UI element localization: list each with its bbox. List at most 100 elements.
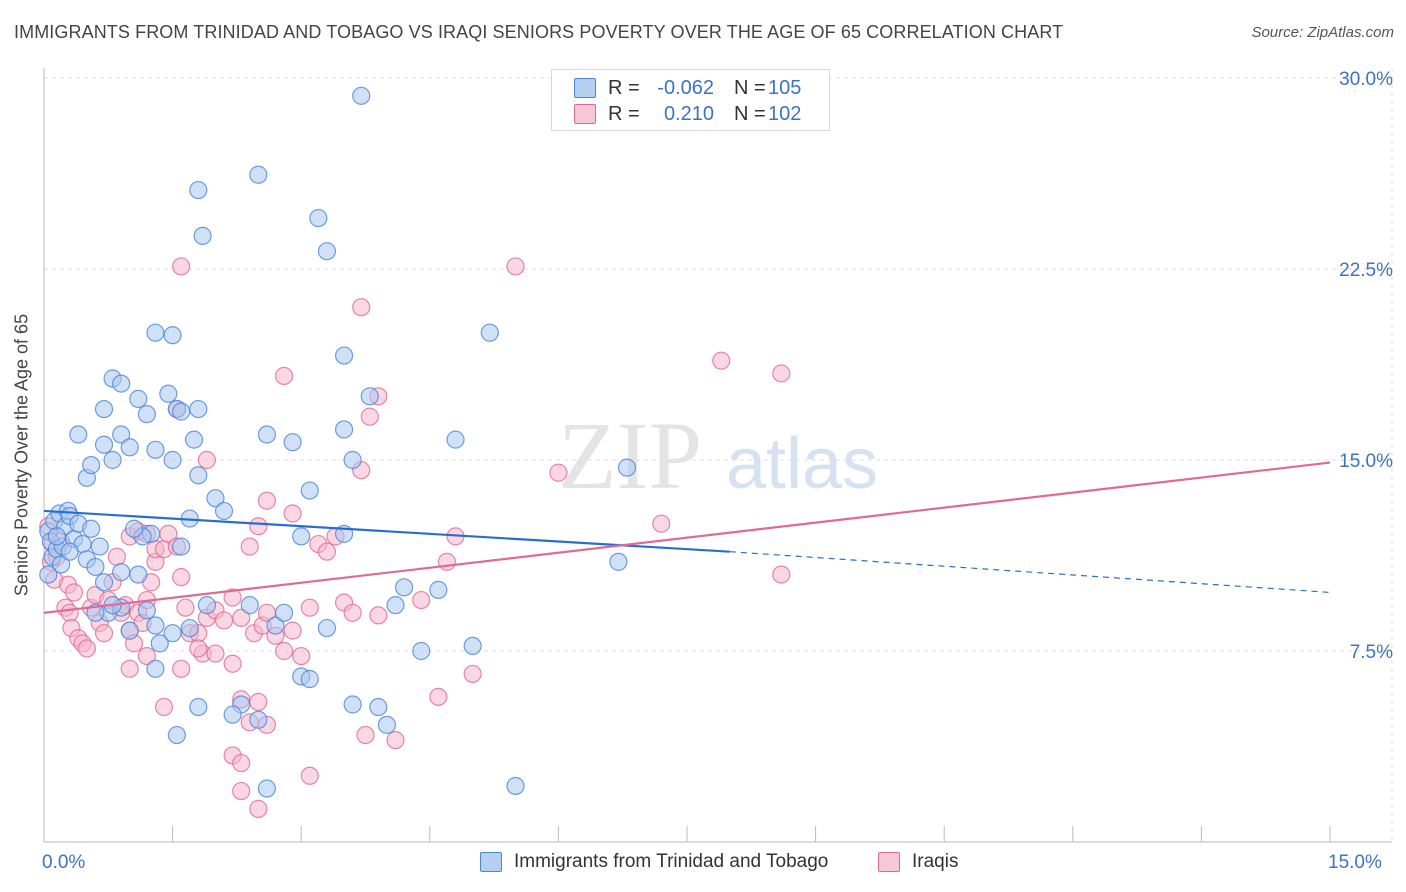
iraqis-point bbox=[360, 407, 379, 426]
trinidad-point bbox=[249, 165, 268, 184]
trinidad-point bbox=[300, 481, 319, 500]
iraqis-point bbox=[300, 598, 319, 617]
legend-r-value: -0.062 bbox=[657, 76, 714, 99]
iraqis-point bbox=[292, 646, 311, 666]
legend-r-label: R = bbox=[608, 102, 640, 125]
iraqis-point bbox=[240, 537, 259, 556]
trinidad-trend-line bbox=[43, 509, 730, 553]
legend-row-iraqis: R = 0.210 N = 102 bbox=[574, 102, 801, 126]
legend-n-label: N = bbox=[734, 76, 766, 99]
watermark-atlas: atlas bbox=[726, 424, 878, 504]
legend-row-trinidad: R = -0.062 N = 105 bbox=[574, 76, 801, 100]
trinidad-point bbox=[283, 433, 302, 452]
iraqis-point bbox=[137, 646, 156, 666]
iraqis-point bbox=[94, 624, 114, 643]
legend-item-iraqis: Iraqis bbox=[878, 851, 958, 873]
trinidad-point bbox=[189, 399, 208, 419]
trinidad-point bbox=[266, 616, 285, 635]
trinidad-point bbox=[429, 580, 448, 599]
legend-label-trinidad: Immigrants from Trinidad and Tobago bbox=[514, 851, 829, 872]
trinidad-point bbox=[292, 527, 311, 546]
trinidad-point bbox=[129, 565, 148, 584]
iraqis-point bbox=[172, 257, 191, 276]
trinidad-point bbox=[52, 555, 71, 574]
trinidad-point bbox=[412, 641, 431, 661]
trinidad-point bbox=[86, 557, 105, 577]
iraqis-point bbox=[154, 697, 174, 717]
trinidad-point bbox=[223, 705, 242, 724]
trinidad-point bbox=[180, 618, 199, 638]
trinidad-point bbox=[343, 695, 362, 714]
trinidad-point bbox=[343, 450, 362, 470]
iraqis-trend-line bbox=[43, 461, 1331, 614]
trend-lines bbox=[43, 461, 1331, 614]
trinidad-point bbox=[39, 565, 58, 584]
trinidad-point bbox=[352, 86, 371, 105]
iraqis-point bbox=[712, 351, 731, 370]
trinidad-point bbox=[90, 537, 109, 556]
iraqis-point bbox=[120, 659, 139, 678]
trinidad-point bbox=[159, 384, 178, 403]
iraqis-point bbox=[317, 542, 337, 561]
legend-swatch-blue bbox=[480, 852, 502, 872]
trinidad-point bbox=[120, 621, 139, 640]
iraqis-point bbox=[223, 654, 242, 673]
trinidad-point bbox=[257, 425, 277, 444]
trinidad-point bbox=[69, 425, 88, 444]
trinidad-point bbox=[480, 323, 499, 342]
trinidad-point bbox=[137, 601, 156, 620]
trinidad-point bbox=[189, 180, 208, 200]
iraqis-point bbox=[463, 664, 482, 684]
trinidad-point bbox=[137, 405, 156, 424]
trinidad-point bbox=[240, 596, 259, 615]
legend-n-value: 105 bbox=[768, 76, 802, 99]
iraqis-point bbox=[64, 583, 84, 602]
legend-swatch-pink bbox=[574, 104, 596, 124]
chart-title: IMMIGRANTS FROM TRINIDAD AND TOBAGO VS I… bbox=[14, 22, 1064, 42]
iraqis-point bbox=[343, 603, 362, 622]
x-tick-min: 0.0% bbox=[42, 852, 86, 873]
trinidad-point bbox=[446, 430, 465, 449]
trinidad-point bbox=[163, 450, 182, 470]
trinidad-point bbox=[94, 573, 114, 592]
legend-item-trinidad: Immigrants from Trinidad and Tobago bbox=[480, 851, 828, 873]
iraqis-point bbox=[356, 725, 375, 745]
iraqis-point bbox=[506, 257, 525, 276]
trinidad-point bbox=[112, 374, 131, 393]
iraqis-point bbox=[652, 514, 671, 533]
iraqis-point bbox=[352, 298, 371, 317]
y-tick-label: 7.5% bbox=[1350, 642, 1393, 663]
trinidad-points bbox=[39, 86, 637, 798]
trinidad-point bbox=[103, 450, 122, 470]
legend-swatch-blue bbox=[574, 78, 596, 98]
iraqis-point bbox=[214, 611, 234, 630]
trinidad-point bbox=[317, 242, 337, 261]
trinidad-point bbox=[129, 389, 148, 408]
iraqis-point bbox=[249, 692, 268, 712]
iraqis-point bbox=[429, 687, 448, 706]
trinidad-point bbox=[172, 537, 191, 556]
trinidad-point bbox=[146, 616, 165, 635]
source-label: Source: ZipAtlas.com bbox=[1251, 24, 1394, 41]
trinidad-point bbox=[617, 458, 637, 477]
legend-n-value: 102 bbox=[768, 102, 802, 125]
iraqis-point bbox=[223, 588, 242, 607]
trinidad-point bbox=[146, 323, 165, 342]
legend-swatch-pink bbox=[878, 852, 900, 872]
trinidad-point bbox=[47, 527, 66, 546]
trinidad-point bbox=[94, 435, 114, 454]
trinidad-point bbox=[386, 596, 405, 615]
trinidad-point bbox=[317, 618, 337, 638]
trinidad-point bbox=[112, 425, 131, 444]
trinidad-point bbox=[214, 501, 234, 521]
axes bbox=[43, 68, 1392, 843]
trinidad-point bbox=[94, 399, 114, 419]
iraqis-point bbox=[232, 753, 251, 773]
trinidad-point bbox=[360, 387, 379, 406]
trinidad-point bbox=[197, 596, 216, 615]
iraqis-point bbox=[172, 659, 191, 678]
trinidad-point bbox=[193, 226, 212, 245]
iraqis-point bbox=[206, 644, 225, 663]
iraqis-point bbox=[772, 565, 791, 584]
legend-r-value: 0.210 bbox=[663, 102, 714, 125]
